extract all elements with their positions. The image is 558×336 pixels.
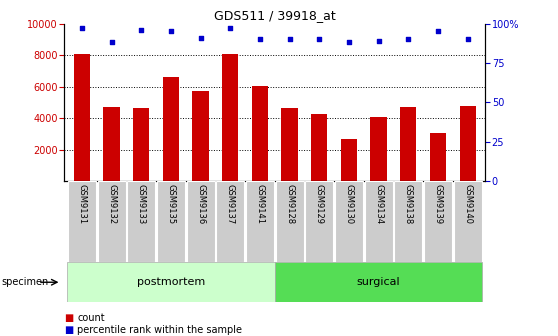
Point bbox=[344, 40, 353, 45]
Point bbox=[166, 29, 175, 34]
Text: GSM9138: GSM9138 bbox=[404, 184, 413, 224]
Bar bbox=[335, 181, 363, 262]
Point bbox=[434, 29, 442, 34]
Text: GSM9131: GSM9131 bbox=[78, 184, 86, 224]
Point bbox=[226, 26, 235, 31]
Text: GSM9130: GSM9130 bbox=[344, 184, 353, 224]
Point bbox=[78, 26, 86, 31]
Bar bbox=[133, 108, 150, 181]
Bar bbox=[193, 91, 209, 181]
Point bbox=[107, 40, 116, 45]
Bar bbox=[186, 181, 215, 262]
Bar bbox=[103, 107, 120, 181]
Title: GDS511 / 39918_at: GDS511 / 39918_at bbox=[214, 9, 336, 23]
Bar bbox=[395, 181, 422, 262]
Point bbox=[256, 37, 264, 42]
Bar bbox=[68, 181, 96, 262]
Text: postmortem: postmortem bbox=[137, 277, 205, 287]
Text: surgical: surgical bbox=[357, 277, 401, 287]
Point bbox=[315, 37, 324, 42]
Bar bbox=[252, 86, 268, 181]
Bar bbox=[163, 77, 179, 181]
Bar bbox=[364, 181, 393, 262]
Bar bbox=[275, 262, 483, 302]
Bar bbox=[276, 181, 304, 262]
Bar bbox=[311, 114, 328, 181]
Text: specimen: specimen bbox=[1, 277, 49, 287]
Bar bbox=[305, 181, 334, 262]
Bar bbox=[222, 53, 238, 181]
Text: GSM9128: GSM9128 bbox=[285, 184, 294, 224]
Point bbox=[137, 27, 146, 33]
Text: GSM9137: GSM9137 bbox=[226, 184, 235, 224]
Text: GSM9134: GSM9134 bbox=[374, 184, 383, 224]
Bar bbox=[127, 181, 155, 262]
Text: ■: ■ bbox=[64, 312, 74, 323]
Point bbox=[285, 37, 294, 42]
Bar bbox=[281, 108, 298, 181]
Text: percentile rank within the sample: percentile rank within the sample bbox=[77, 325, 242, 335]
Bar bbox=[459, 106, 476, 181]
Bar bbox=[341, 139, 357, 181]
Text: count: count bbox=[77, 312, 105, 323]
Point bbox=[404, 37, 413, 42]
Text: GSM9139: GSM9139 bbox=[434, 184, 442, 224]
Bar bbox=[424, 181, 452, 262]
Bar bbox=[400, 107, 416, 181]
Bar bbox=[371, 118, 387, 181]
Point bbox=[196, 35, 205, 40]
Bar bbox=[98, 181, 126, 262]
Bar bbox=[157, 181, 185, 262]
Text: GSM9141: GSM9141 bbox=[256, 184, 264, 224]
Bar bbox=[246, 181, 274, 262]
Text: GSM9135: GSM9135 bbox=[166, 184, 175, 224]
Text: ■: ■ bbox=[64, 325, 74, 335]
Text: GSM9133: GSM9133 bbox=[137, 184, 146, 224]
Text: GSM9129: GSM9129 bbox=[315, 184, 324, 224]
Text: GSM9140: GSM9140 bbox=[463, 184, 472, 224]
Bar bbox=[74, 54, 90, 181]
Bar bbox=[430, 133, 446, 181]
Text: GSM9132: GSM9132 bbox=[107, 184, 116, 224]
Bar bbox=[216, 181, 244, 262]
Text: GSM9136: GSM9136 bbox=[196, 184, 205, 224]
Point bbox=[463, 37, 472, 42]
Point bbox=[374, 38, 383, 44]
Bar bbox=[454, 181, 482, 262]
Bar bbox=[67, 262, 275, 302]
